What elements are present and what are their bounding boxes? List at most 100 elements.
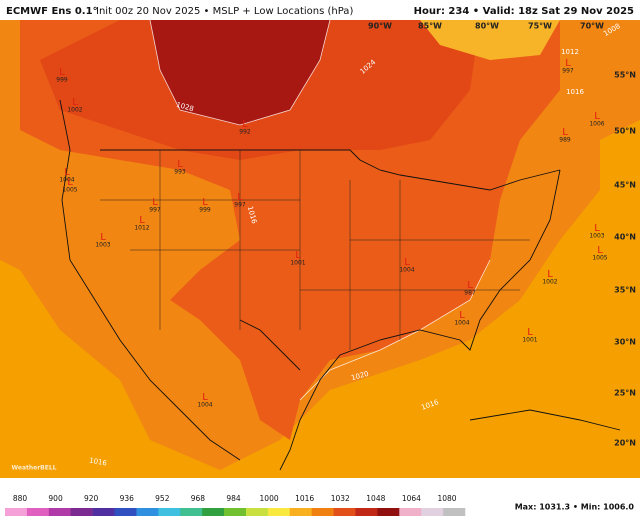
latitude-label: 35°N (614, 286, 636, 295)
latitude-label: 40°N (614, 233, 636, 242)
colorbar-tick: 968 (191, 494, 206, 503)
model-name: ECMWF Ens 0.1° (6, 6, 98, 17)
colorbar-segment (48, 508, 72, 516)
low-symbol: L (139, 215, 145, 226)
colorbar-tick: 952 (155, 494, 170, 503)
low-pressure: 1004 (454, 320, 469, 327)
colorbar-segment (267, 508, 291, 516)
colorbar-segment (70, 508, 93, 516)
colorbar-segment (333, 508, 356, 516)
logo: WeatherBELL (11, 465, 56, 472)
run-title: Init 00z 20 Nov 2025 • MSLP + Low Locati… (96, 6, 353, 17)
colorbar-tick: 900 (48, 494, 63, 503)
low-pressure: 1004 (197, 402, 212, 409)
colorbar-segment (158, 508, 181, 516)
colorbar-tick: 880 (13, 494, 28, 503)
low-pressure: 1001 (290, 260, 305, 267)
colorbar-segment (245, 508, 269, 516)
low-pressure: 1003 (95, 242, 110, 249)
low-pressure: 997 (234, 202, 246, 209)
low-symbol: L (597, 245, 603, 256)
colorbar-segment (224, 508, 247, 516)
low-symbol: L (547, 269, 553, 280)
colorbar-tick: 920 (84, 494, 99, 503)
stats: Max: 1031.3 • Min: 1006.0 (515, 503, 635, 512)
isobar-label: 1012 (561, 48, 579, 56)
low-symbol: L (404, 257, 410, 268)
low-symbol: L (152, 197, 158, 208)
colorbar-segment (136, 508, 159, 516)
low-symbol: L (594, 223, 600, 234)
colorbar-segment (5, 508, 28, 516)
low-pressure: 1005 (62, 187, 77, 194)
colorbar-segment (443, 508, 466, 516)
low-pressure: 1003 (589, 233, 604, 240)
low-pressure: 1005 (592, 255, 607, 262)
low-symbol: L (177, 159, 183, 170)
low-pressure: 993 (174, 169, 186, 176)
low-symbol: L (527, 327, 533, 338)
colorbar-segment (311, 508, 334, 516)
low-pressure: 987 (464, 290, 476, 297)
low-pressure: 1004 (59, 177, 74, 184)
low-pressure: 997 (562, 68, 574, 75)
low-pressure: 1002 (542, 279, 557, 286)
longitude-label: 90°W (368, 22, 392, 31)
low-pressure: 1001 (522, 337, 537, 344)
field-1028 (150, 20, 330, 125)
colorbar-segment (377, 508, 400, 516)
colorbar-tick: 1032 (331, 494, 350, 503)
border (239, 319, 301, 371)
latitude-label: 20°N (614, 439, 636, 448)
low-symbol: L (64, 167, 70, 178)
low-pressure: 1006 (589, 121, 604, 128)
colorbar-segment (114, 508, 137, 516)
colorbar-tick: 1000 (260, 494, 279, 503)
colorbar-segment (202, 508, 225, 516)
low-symbol: L (59, 67, 65, 78)
low-symbol: L (100, 232, 106, 243)
low-pressure: 997 (149, 207, 161, 214)
isobar-label: 1016 (566, 88, 584, 96)
colorbar-segment (399, 508, 422, 516)
low-symbol: L (237, 192, 243, 203)
colorbar-tick: 936 (120, 494, 135, 503)
low-symbol: L (467, 280, 473, 291)
coastline (279, 169, 561, 471)
colorbar-tick: 1048 (366, 494, 385, 503)
colorbar-segment (421, 508, 444, 516)
longitude-label: 70°W (580, 22, 604, 31)
latitude-label: 55°N (614, 71, 636, 80)
cuba (469, 409, 621, 431)
low-symbol: L (242, 119, 248, 130)
colorbar-tick: 984 (226, 494, 241, 503)
low-symbol: L (202, 392, 208, 403)
low-symbol: L (72, 97, 78, 108)
low-pressure: 989 (559, 137, 571, 144)
low-pressure: 992 (239, 129, 251, 136)
map (0, 19, 640, 478)
low-pressure: 1004 (399, 267, 414, 274)
border (100, 149, 561, 191)
colorbar-segment (289, 508, 312, 516)
colorbar-segment (26, 508, 50, 516)
coastline (59, 99, 241, 461)
longitude-label: 80°W (475, 22, 499, 31)
valid-time: Hour: 234 • Valid: 18z Sat 29 Nov 2025 (414, 6, 634, 17)
latitude-label: 45°N (614, 181, 636, 190)
longitude-label: 75°W (528, 22, 552, 31)
low-pressure: 999 (56, 77, 68, 84)
colorbar-tick: 1064 (402, 494, 421, 503)
longitude-label: 85°W (418, 22, 442, 31)
latitude-label: 30°N (614, 338, 636, 347)
low-pressure: 1012 (134, 225, 149, 232)
header-bar (0, 0, 640, 20)
low-pressure: 999 (199, 207, 211, 214)
latitude-label: 25°N (614, 389, 636, 398)
colorbar-segment (92, 508, 115, 516)
colorbar-tick: 1016 (295, 494, 314, 503)
low-pressure: 1002 (67, 107, 82, 114)
low-symbol: L (594, 111, 600, 122)
